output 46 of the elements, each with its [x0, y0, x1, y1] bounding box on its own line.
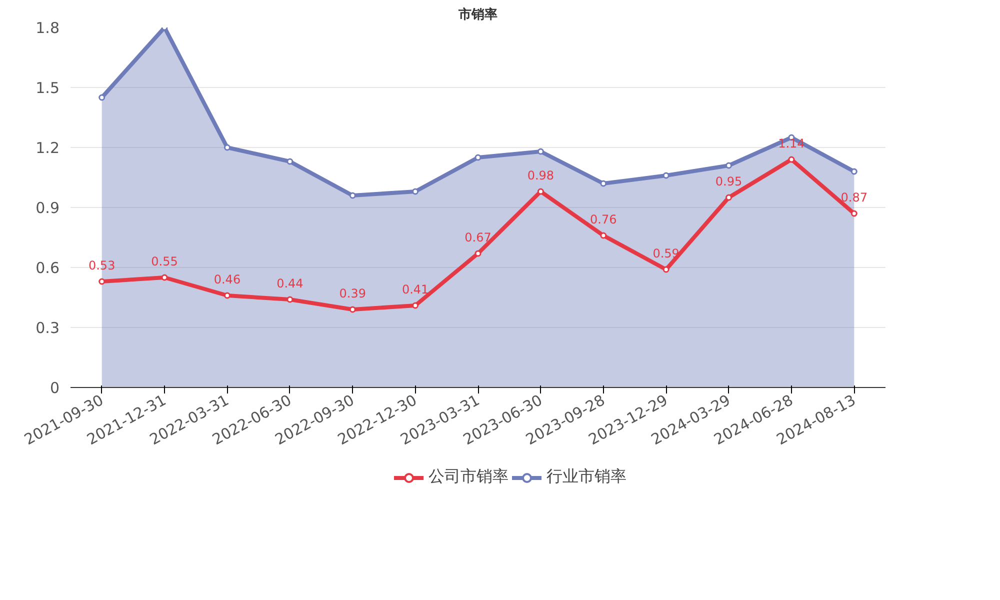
data-label: 0.53: [88, 258, 116, 272]
point: [349, 306, 356, 313]
data-label: 0.46: [214, 272, 241, 286]
point: [286, 158, 294, 165]
point: [600, 180, 607, 187]
y-tick-label: 0.9: [36, 199, 60, 217]
y-tick-label: 1.8: [36, 19, 60, 37]
point: [726, 162, 732, 169]
data-label: 0.39: [339, 286, 366, 300]
point: [161, 274, 168, 281]
point: [726, 194, 732, 201]
data-label: 0.41: [402, 282, 429, 296]
point: [788, 156, 795, 163]
legend-label: 行业市销率: [546, 466, 626, 488]
point: [850, 168, 858, 175]
y-tick-label: 0.3: [36, 319, 60, 337]
point: [286, 296, 294, 303]
y-tick-label: 0: [50, 379, 60, 397]
point: [224, 144, 230, 151]
point: [224, 292, 230, 299]
point: [662, 266, 670, 273]
data-label: 0.98: [527, 168, 554, 182]
data-label: 1.14: [778, 136, 805, 150]
point: [662, 172, 670, 179]
data-label: 0.95: [715, 174, 742, 188]
data-label: 0.44: [276, 276, 304, 290]
point: [98, 94, 106, 101]
point: [412, 302, 419, 309]
y-tick-label: 1.2: [36, 139, 60, 157]
data-label: 0.76: [590, 212, 617, 226]
point: [98, 278, 106, 285]
data-label: 0.87: [840, 190, 868, 204]
data-label: 0.67: [464, 230, 492, 244]
point: [412, 188, 419, 195]
point: [537, 188, 544, 195]
data-label: 0.55: [151, 254, 178, 268]
chart-title: 市销率: [458, 6, 498, 22]
point: [474, 154, 482, 161]
y-tick-label: 0.6: [36, 259, 60, 277]
point: [600, 232, 607, 239]
y-tick-label: 1.5: [36, 79, 60, 97]
point: [474, 250, 482, 257]
legend-label: 公司市销率: [428, 466, 508, 488]
point: [850, 210, 858, 217]
point: [349, 192, 356, 199]
point: [537, 148, 544, 155]
